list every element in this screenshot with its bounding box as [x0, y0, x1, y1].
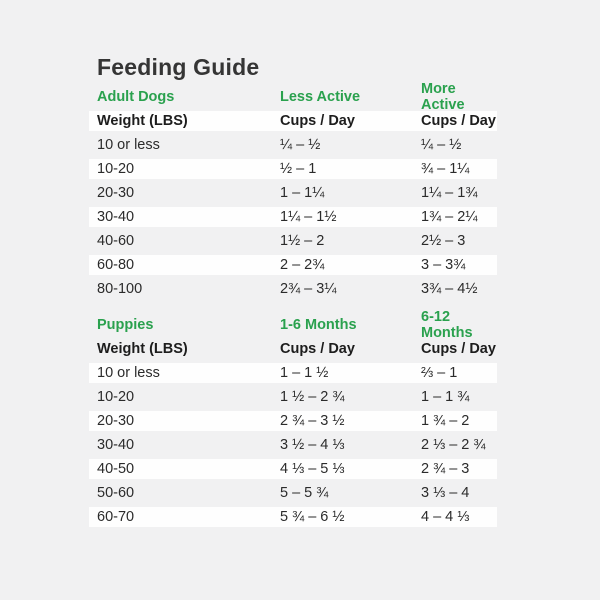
table-row: 40-60 1½ – 2 2½ – 3 — [89, 231, 497, 251]
table-section-header: Puppies 1-6 Months 6-12 Months — [89, 309, 497, 341]
value-cell: 1¼ – 1¾ — [421, 185, 478, 201]
weight-cell: 10 or less — [97, 365, 160, 381]
table-row: 10 or less 1 – 1 ½ ⅔ – 1 — [89, 363, 497, 383]
value-cell: 2½ – 3 — [421, 233, 466, 249]
value-cell: 3 – 3¾ — [421, 257, 466, 273]
table-row: 40-50 4 ⅓ – 5 ⅓ 2 ¾ – 3 — [89, 459, 497, 479]
value-cell: 3 ½ – 4 ⅓ — [280, 437, 345, 453]
table-row: 80-100 2¾ – 3¼ 3¾ – 4½ — [89, 279, 497, 299]
value-cell: 2 – 2¾ — [280, 257, 325, 273]
table-row: 60-70 5 ¾ – 6 ½ 4 – 4 ⅓ — [89, 507, 497, 527]
table-row: 20-30 1 – 1¼ 1¼ – 1¾ — [89, 183, 497, 203]
weight-cell: 40-50 — [97, 461, 135, 477]
value-cell: 1 – 1¼ — [280, 185, 325, 201]
value-cell: 1½ – 2 — [280, 233, 325, 249]
weight-header: Weight (LBS) — [97, 113, 188, 129]
table-row: 20-30 2 ¾ – 3 ½ 1 ¾ – 2 — [89, 411, 497, 431]
puppies-table: Puppies 1-6 Months 6-12 Months Weight (L… — [89, 309, 497, 527]
cups-header: Cups / Day — [421, 113, 496, 129]
table-row: 10 or less ¼ – ½ ¼ – ½ — [89, 135, 497, 155]
value-cell: 1¾ – 2¼ — [421, 209, 478, 225]
value-cell: 1 ½ – 2 ¾ — [280, 389, 345, 405]
weight-cell: 30-40 — [97, 209, 135, 225]
weight-cell: 60-70 — [97, 509, 135, 525]
table-subheader-row: Weight (LBS) Cups / Day Cups / Day — [89, 111, 497, 131]
weight-cell: 20-30 — [97, 185, 135, 201]
section-title: Puppies — [97, 317, 154, 333]
value-cell: ¼ – ½ — [280, 137, 321, 153]
value-cell: 2 ¾ – 3 — [421, 461, 470, 477]
value-cell: 5 – 5 ¾ — [280, 485, 329, 501]
value-cell: 1 – 1 ½ — [280, 365, 329, 381]
section-title: Adult Dogs — [97, 89, 175, 105]
weight-header: Weight (LBS) — [97, 341, 188, 357]
value-cell: 1¼ – 1½ — [280, 209, 337, 225]
weight-cell: 60-80 — [97, 257, 135, 273]
value-cell: 2 ¾ – 3 ½ — [280, 413, 345, 429]
weight-cell: 40-60 — [97, 233, 135, 249]
value-cell: 1 – 1 ¾ — [421, 389, 470, 405]
table-row: 10-20 1 ½ – 2 ¾ 1 – 1 ¾ — [89, 387, 497, 407]
table-row: 30-40 3 ½ – 4 ⅓ 2 ⅓ – 2 ¾ — [89, 435, 497, 455]
table-row: 30-40 1¼ – 1½ 1¾ – 2¼ — [89, 207, 497, 227]
weight-cell: 30-40 — [97, 437, 135, 453]
weight-cell: 10-20 — [97, 161, 135, 177]
adult-dogs-table: Adult Dogs Less Active More Active Weigh… — [89, 81, 497, 299]
cups-header: Cups / Day — [280, 113, 355, 129]
column-header-less-active: Less Active — [280, 89, 361, 105]
table-subheader-row: Weight (LBS) Cups / Day Cups / Day — [89, 339, 497, 359]
value-cell: 4 – 4 ⅓ — [421, 509, 470, 525]
value-cell: ¼ – ½ — [421, 137, 462, 153]
weight-cell: 50-60 — [97, 485, 135, 501]
table-row: 60-80 2 – 2¾ 3 – 3¾ — [89, 255, 497, 275]
weight-cell: 10 or less — [97, 137, 160, 153]
table-row: 10-20 ½ – 1 ¾ – 1¼ — [89, 159, 497, 179]
column-header-more-active: More Active — [421, 81, 465, 113]
value-cell: 3 ⅓ – 4 — [421, 485, 470, 501]
value-cell: 3¾ – 4½ — [421, 281, 478, 297]
weight-cell: 80-100 — [97, 281, 143, 297]
value-cell: 2 ⅓ – 2 ¾ — [421, 437, 486, 453]
column-header-1-6-months: 1-6 Months — [280, 317, 357, 333]
weight-cell: 10-20 — [97, 389, 135, 405]
value-cell: ½ – 1 — [280, 161, 317, 177]
value-cell: 4 ⅓ – 5 ⅓ — [280, 461, 345, 477]
cups-header: Cups / Day — [280, 341, 355, 357]
table-section-header: Adult Dogs Less Active More Active — [89, 81, 497, 113]
value-cell: 5 ¾ – 6 ½ — [280, 509, 345, 525]
table-row: 50-60 5 – 5 ¾ 3 ⅓ – 4 — [89, 483, 497, 503]
weight-cell: 20-30 — [97, 413, 135, 429]
value-cell: ¾ – 1¼ — [421, 161, 470, 177]
value-cell: 2¾ – 3¼ — [280, 281, 337, 297]
value-cell: 1 ¾ – 2 — [421, 413, 470, 429]
cups-header: Cups / Day — [421, 341, 496, 357]
page-title: Feeding Guide — [97, 54, 260, 80]
value-cell: ⅔ – 1 — [421, 365, 458, 381]
column-header-6-12-months: 6-12 Months — [421, 309, 473, 341]
